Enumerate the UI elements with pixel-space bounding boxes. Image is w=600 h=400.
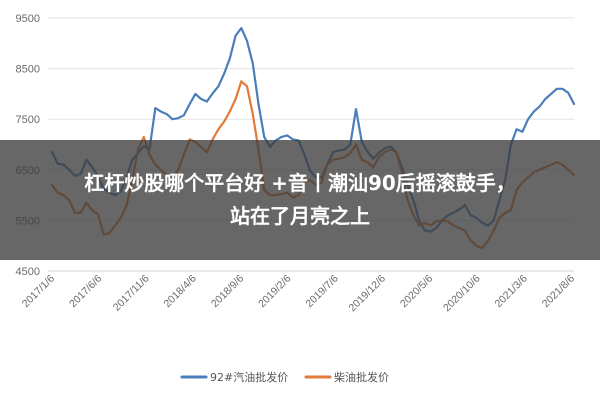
headline-line-2: 站在了月亮之上 [230,204,370,228]
chart-legend: 92#汽油批发价 柴油批发价 [180,370,389,384]
x-tick-label: 2020/10/6 [441,273,483,315]
x-tick-label: 2018/4/6 [162,273,199,310]
x-tick-label: 2017/1/6 [20,273,57,310]
x-tick-label: 2019/12/6 [347,273,389,315]
x-tick-label: 2020/5/6 [398,273,435,310]
x-axis: 2017/1/6 2017/6/6 2017/11/6 2018/4/6 2018/9/… [20,273,577,315]
x-tick-label: 2019/7/6 [303,273,340,310]
x-tick-label: 2017/6/6 [67,273,104,310]
x-tick-label: 2019/2/6 [256,273,293,310]
y-tick-label: 7500 [16,114,40,126]
x-tick-label: 2021/3/6 [492,273,529,310]
x-tick-label: 2021/8/6 [540,273,577,310]
y-tick-label: 9500 [16,13,40,25]
headline-overlay-banner: 杠杆炒股哪个平台好 +音丨潮汕90后摇滚鼓手， 站在了月亮之上 [0,140,600,260]
legend-label-gasoline: 92#汽油批发价 [210,370,288,384]
x-tick-label: 2017/11/6 [111,273,152,314]
x-tick-label: 2018/9/6 [209,273,246,310]
legend-label-diesel: 柴油批发价 [334,370,389,384]
y-tick-label: 4500 [16,266,40,278]
y-tick-label: 8500 [16,64,40,76]
headline-line-1: 杠杆炒股哪个平台好 +音丨潮汕90后摇滚鼓手， [84,171,516,195]
